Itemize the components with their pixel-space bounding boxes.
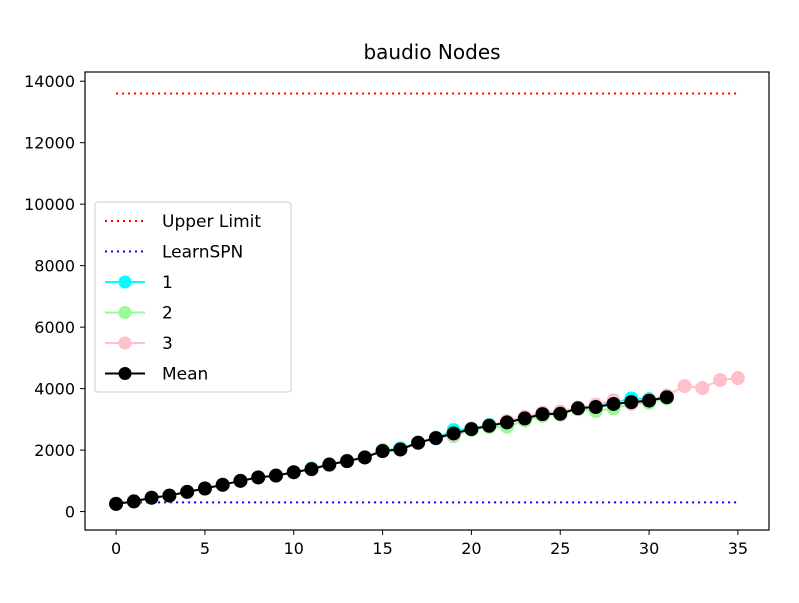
- series-point-mean: [180, 484, 195, 499]
- series-point-mean: [304, 462, 319, 477]
- y-tick-label: 4000: [34, 380, 75, 399]
- x-tick-label: 10: [284, 539, 304, 558]
- plot-area-frame: [84, 71, 770, 531]
- series-point-mean: [624, 395, 639, 410]
- legend-marker: [118, 306, 132, 319]
- series-point-mean: [411, 435, 426, 450]
- x-tick-label: 25: [550, 539, 570, 558]
- series-point-mean: [340, 454, 355, 469]
- series-point-mean: [144, 490, 159, 505]
- series-point-mean: [517, 411, 532, 426]
- series-point-mean: [162, 488, 177, 503]
- legend-frame: [94, 201, 292, 393]
- series-point-mean: [571, 401, 586, 416]
- series-point-mean: [659, 390, 674, 405]
- x-tick-label: 30: [639, 539, 659, 558]
- y-tick-label: 12000: [24, 134, 75, 153]
- legend-marker: [118, 367, 132, 380]
- series-point-mean: [446, 426, 461, 441]
- legend: Upper Limit LearnSPN 1 2 3 Mean: [94, 201, 292, 393]
- legend-marker: [118, 336, 132, 350]
- series-point-mean: [535, 407, 550, 422]
- series-point-3: [730, 371, 745, 386]
- series-point-3: [713, 372, 728, 387]
- legend-label: 3: [162, 334, 173, 354]
- x-tick-label: 5: [200, 539, 210, 558]
- y-tick-label: 10000: [24, 195, 75, 214]
- axes-layer: 0 5 10 15 20 25 30 35 0 2000 4000 6000 8000 10000 1200…: [24, 72, 748, 558]
- y-tick-label: 14000: [24, 72, 75, 91]
- series-point-mean: [393, 442, 408, 457]
- series-point-mean: [215, 477, 230, 492]
- series-point-mean: [588, 400, 603, 415]
- series-point-3: [695, 380, 710, 395]
- y-tick-label: 0: [65, 503, 75, 522]
- series-point-mean: [428, 431, 443, 446]
- series-point-mean: [251, 470, 266, 485]
- legend-label: Upper Limit: [162, 212, 261, 232]
- legend-label: Mean: [162, 365, 208, 385]
- y-tick-label: 6000: [34, 318, 75, 337]
- series-point-mean: [464, 422, 479, 437]
- legend-marker: [118, 275, 132, 289]
- x-tick-label: 0: [111, 539, 121, 558]
- legend-label: 1: [162, 273, 173, 293]
- x-tick-label: 15: [372, 539, 392, 558]
- x-tick-label: 35: [728, 539, 748, 558]
- series-point-mean: [642, 393, 657, 408]
- series-point-mean: [482, 418, 497, 433]
- series-point-mean: [499, 415, 514, 430]
- series-layer: [109, 92, 745, 511]
- series-point-mean: [606, 396, 621, 411]
- legend-label: LearnSPN: [162, 243, 243, 263]
- series-point-mean: [109, 496, 124, 511]
- y-tick-label: 8000: [34, 257, 75, 276]
- series-point-mean: [126, 494, 141, 509]
- series-point-mean: [286, 465, 301, 480]
- y-tick-label: 2000: [34, 441, 75, 460]
- series-point-mean: [322, 457, 337, 472]
- series-point-mean: [268, 468, 283, 483]
- series-point-mean: [553, 406, 568, 421]
- legend-label: 2: [162, 304, 173, 324]
- series-point-3: [677, 379, 692, 394]
- series-point-mean: [197, 481, 212, 496]
- x-tick-label: 20: [461, 539, 481, 558]
- series-point-mean: [233, 473, 248, 488]
- chart-title: baudio Nodes: [363, 40, 500, 64]
- series-point-mean: [357, 450, 372, 465]
- series-point-mean: [375, 444, 390, 459]
